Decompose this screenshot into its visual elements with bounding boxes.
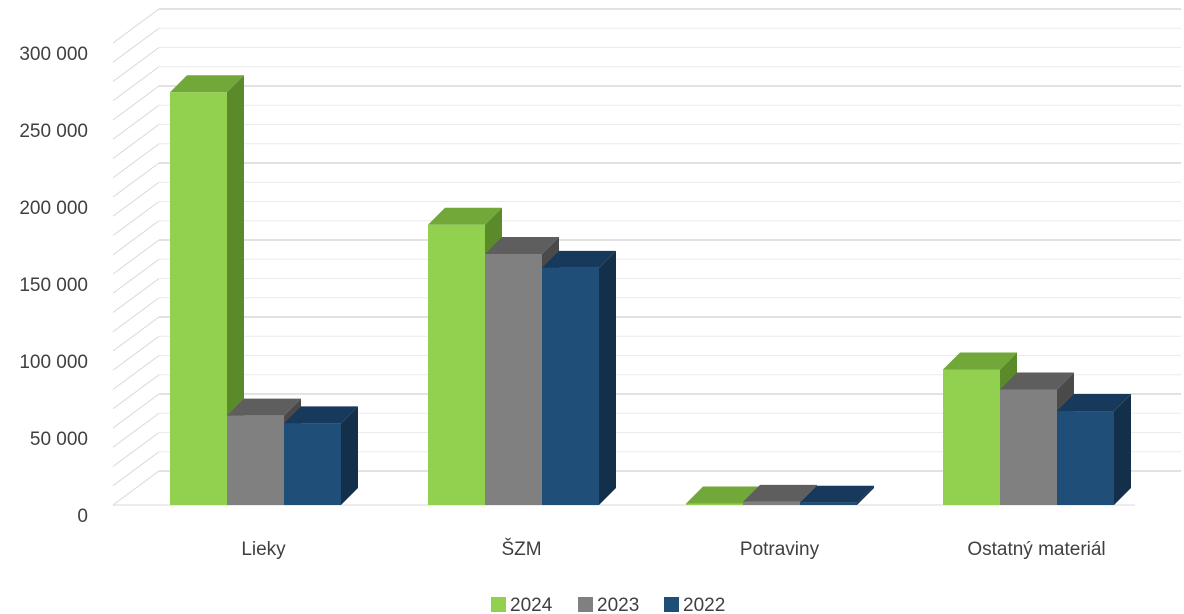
side-gridline <box>112 143 160 179</box>
legend-label: 2024 <box>510 595 553 614</box>
bar-front <box>743 501 800 505</box>
y-axis: 0 50 000 100 000 150 000 200 000 250 000 300 0… <box>19 44 88 527</box>
bar-front <box>1057 411 1114 505</box>
y-tick-label: 200 000 <box>19 198 88 219</box>
bar <box>170 75 244 505</box>
side-gridline <box>112 451 160 487</box>
y-tick-label: 50 000 <box>30 429 88 450</box>
side-gridline <box>112 47 160 82</box>
y-tick-label: 150 000 <box>19 275 88 296</box>
y-tick-label: 0 <box>77 506 88 527</box>
bar-front <box>227 415 284 505</box>
side-gridline <box>112 278 160 313</box>
legend-item: 2024 <box>491 595 553 614</box>
bar-top <box>1057 394 1131 412</box>
legend-label: 2023 <box>597 595 639 614</box>
bar <box>284 406 358 505</box>
gridlines <box>112 8 1181 506</box>
bar-side <box>599 250 616 505</box>
x-tick-label: Lieky <box>241 539 286 560</box>
y-tick-label: 100 000 <box>19 352 88 373</box>
side-gridline <box>112 258 160 294</box>
y-tick-label: 300 000 <box>19 44 88 65</box>
bar-front <box>943 369 1000 505</box>
bars <box>170 75 1131 506</box>
bar-top <box>170 75 244 93</box>
bar-top <box>686 486 760 504</box>
x-axis: Lieky ŠZM Potraviny Ostatný materiál <box>241 538 1105 560</box>
side-gridline <box>112 335 160 371</box>
legend-label: 2022 <box>683 595 725 614</box>
side-gridline <box>112 201 160 236</box>
legend-item: 2023 <box>578 595 639 614</box>
legend-swatch <box>491 597 506 612</box>
bar-side <box>857 485 874 505</box>
bar-top <box>284 406 358 424</box>
bar-top <box>800 485 874 503</box>
bar <box>542 250 616 505</box>
side-gridline <box>112 104 160 140</box>
x-tick-label: Ostatný materiál <box>967 539 1105 560</box>
bar-top <box>743 484 817 502</box>
bar <box>1057 394 1131 505</box>
side-gridline <box>112 393 160 429</box>
side-gridline <box>112 470 160 506</box>
legend-swatch <box>664 597 679 612</box>
bar-side <box>227 75 244 505</box>
bar-side <box>341 406 358 505</box>
side-gridline <box>112 220 160 256</box>
side-gridline <box>112 316 160 352</box>
bar <box>800 485 874 505</box>
bar-front <box>428 224 485 505</box>
y-tick-label: 250 000 <box>19 121 88 142</box>
legend-item: 2022 <box>664 595 725 614</box>
bar-front <box>542 267 599 505</box>
bar-top <box>542 250 616 268</box>
side-gridline <box>112 355 160 390</box>
side-gridline <box>112 412 160 448</box>
bar-side <box>1114 394 1131 505</box>
bar-front <box>170 92 227 505</box>
bar-top <box>485 236 559 254</box>
bar-top <box>227 398 301 416</box>
side-gridline <box>112 432 160 467</box>
side-gridline <box>112 124 160 159</box>
bar-front <box>284 423 341 505</box>
bar-top <box>943 352 1017 370</box>
side-gridline <box>112 374 160 410</box>
side-gridline <box>112 27 160 63</box>
side-gridline <box>112 85 160 121</box>
side-gridline <box>112 181 160 217</box>
x-tick-label: ŠZM <box>501 538 541 560</box>
bar-top <box>428 207 502 225</box>
side-gridline <box>112 162 160 198</box>
bar-front <box>1000 389 1057 505</box>
bar-front <box>686 503 743 505</box>
side-gridline <box>112 66 160 102</box>
bar-top <box>1000 372 1074 390</box>
x-tick-label: Potraviny <box>740 539 820 560</box>
bar-front <box>485 253 542 505</box>
legend-swatch <box>578 597 593 612</box>
side-gridline <box>112 297 160 333</box>
legend: 2024 2023 2022 <box>491 595 725 614</box>
bar-front <box>800 502 857 505</box>
side-gridline <box>112 239 160 275</box>
side-gridline <box>112 8 160 44</box>
